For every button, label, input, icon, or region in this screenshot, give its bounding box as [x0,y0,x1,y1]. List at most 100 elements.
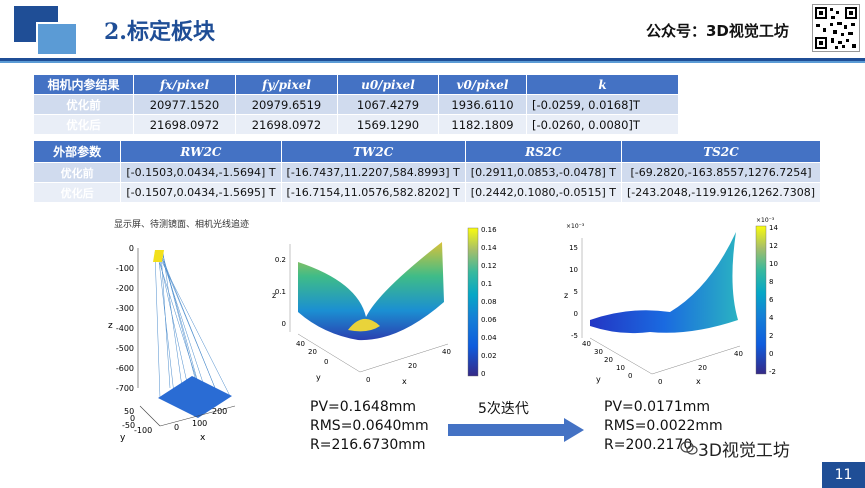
tick-label: 0.08 [481,298,497,306]
table-cell: [0.2442,0.1080,-0.0515] T [464,182,623,203]
surface-after-figure: ×10⁻³ 15 10 5 0 -5 z 40 30 20 10 0 0 20 … [564,217,778,386]
surface-highlight [348,318,380,332]
table-cell: 1936.6110 [438,94,527,115]
table-cell: 1569.1290 [337,114,439,135]
qr-code-icon [812,4,860,52]
table-cell: [-0.1503,0.0434,-1.5694] T [120,162,282,183]
tick-label: -50 [122,421,135,430]
table-cell: 1067.4279 [337,94,439,115]
table-header-cell: TS2C [621,140,821,163]
ray-trace-caption: 显示屏、待测镜面、相机光线追迹 [114,220,250,230]
axis-label-z: z [564,291,568,300]
tick-label: 0.02 [481,352,497,360]
tick-label: 0.1 [275,288,286,296]
table-cell: 21698.0972 [235,114,338,135]
axis-label-z: z [272,291,276,300]
table-header-cell: fy/pixel [235,74,338,95]
before-r: R=216.6730mm [310,437,426,453]
tick-label: -500 [116,344,134,353]
tick-label: 0 [658,378,662,386]
tick-label: 200 [212,407,227,416]
after-r: R=200.2170 [604,437,693,453]
table-cell: 1182.1809 [438,114,527,135]
tick-label: 10 [769,260,778,268]
tick-label: 20 [604,356,613,364]
display-screen [153,250,164,262]
table-cell: 21698.0972 [133,114,236,135]
row-label: 优化后 [33,114,134,135]
tick-label: 40 [582,340,591,348]
table-cell: [-0.0259, 0.0168]T [526,94,679,115]
tick-label: -5 [571,332,578,340]
tick-label: 12 [769,242,778,250]
tick-label: -300 [116,304,134,313]
tick-label: 0.2 [275,256,286,264]
surface-mesh [590,232,738,334]
after-pv: PV=0.0171mm [604,399,711,415]
table-cell: [-69.2820,-163.8557,1276.7254] [621,162,821,183]
tick-label: 0 [481,370,485,378]
table-cell: [-0.0260, 0.0080]T [526,114,679,135]
tick-label: 20 [408,362,417,370]
row-label: 优化后 [32,182,122,203]
before-pv: PV=0.1648mm [310,399,417,415]
table-header-row: 相机内参结果 fx/pixel fy/pixel u0/pixel v0/pix… [33,74,679,95]
table-header-cell: u0/pixel [337,74,439,95]
header-divider [0,58,865,61]
iteration-label: 5次迭代 [478,401,529,417]
tick-label: 0 [282,320,286,328]
axis-label-y: y [596,375,601,384]
wechat-account-label: 公众号：3D视觉工坊 [646,22,789,40]
table-header-cell: 外部参数 [32,140,122,163]
table-row: 优化前 20977.1520 20979.6519 1067.4279 1936… [33,94,679,115]
surface-before-figure: 0.2 0.1 0 z 40 20 0 0 20 40 y x 0.16 0.1… [272,226,497,386]
tick-label: 4 [769,314,774,322]
tick-label: 40 [442,348,451,356]
tick-label: -200 [116,284,134,293]
wechat-icon [680,441,698,455]
tick-label: 0 [769,350,773,358]
arrow-icon [448,418,584,442]
before-results: PV=0.1648mm RMS=0.0640mm R=216.6730mm [310,398,429,455]
tick-label: -700 [116,384,134,393]
z-exponent: ×10⁻³ [566,223,585,230]
table-cell: [0.2911,0.0853,-0.0478] T [464,162,623,183]
axis-label-x: x [402,377,407,386]
tick-label: 0.14 [481,244,497,252]
axis-label-z: z [108,321,113,331]
watermark: 3D视觉工坊 [698,441,790,461]
tick-label: 0 [628,372,632,380]
header-logo-square-light [36,22,78,56]
table-header-cell: RS2C [464,140,623,163]
page-number: 11 [822,462,865,488]
tick-label: 50 [124,407,134,416]
table-cell: 20979.6519 [235,94,338,115]
tick-label: 0 [366,376,370,384]
tick-label: 0.12 [481,262,497,270]
table-header-cell: k [526,74,679,95]
tick-label: 0 [324,358,328,366]
tick-label: 0 [129,244,134,253]
tick-label: 0 [574,310,578,318]
axis-label-y: y [316,373,321,382]
tick-label: 10 [569,266,578,274]
header-divider-light [0,61,865,63]
tick-label: 20 [308,348,317,356]
tick-label: -100 [134,426,152,435]
after-rms: RMS=0.0022mm [604,418,723,434]
colorbar [755,225,767,375]
tick-label: 30 [594,348,603,356]
table-header-cell: 相机内参结果 [33,74,134,95]
colorbar [467,227,479,377]
tick-label: 0.06 [481,316,497,324]
tick-label: 20 [698,364,707,372]
table-cell: [-16.7154,11.0576,582.8202] T [280,182,466,203]
mirror-surface [158,376,232,418]
extrinsic-params-table: 外部参数 RW2C TW2C RS2C TS2C 优化前 [-0.1503,0.… [32,140,821,203]
table-row: 优化后 [-0.1507,0.0434,-1.5695] T [-16.7154… [32,182,821,203]
colorbar-exponent: ×10⁻³ [756,217,775,224]
row-label: 优化前 [32,162,122,183]
surface-mesh [298,242,444,341]
tick-label: -100 [116,264,134,273]
